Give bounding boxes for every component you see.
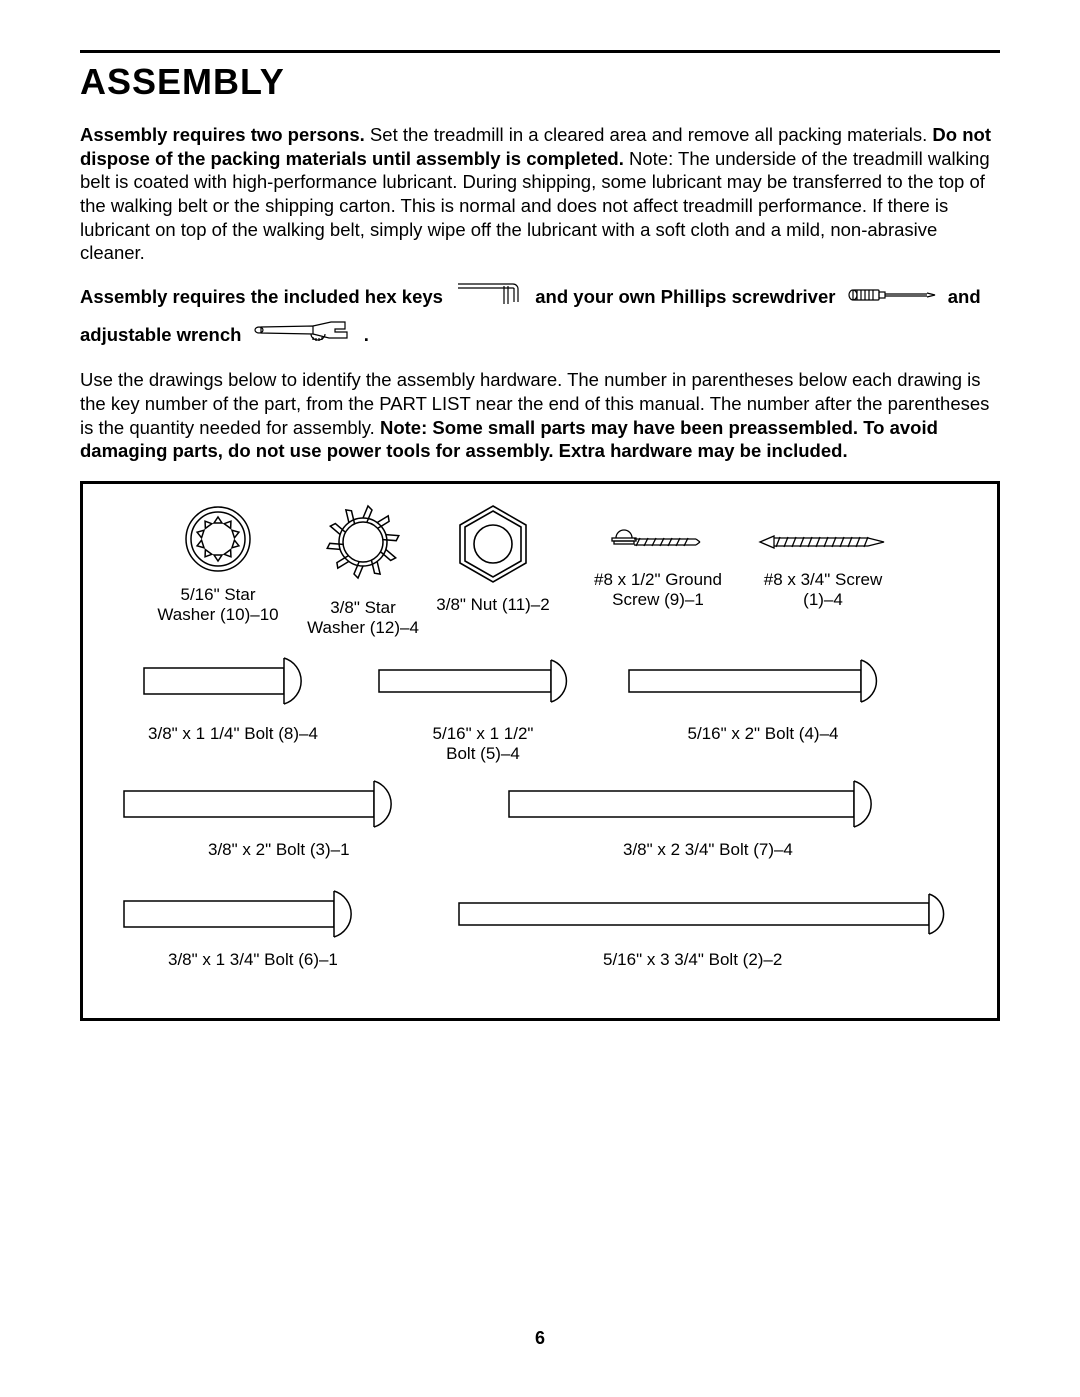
bolt-icon [623, 644, 903, 718]
hw-nut-38: 3/8" Nut (11)–2 [413, 499, 573, 615]
star-washer-internal-icon [178, 499, 258, 579]
hw-bolt-38-134: 3/8" x 1 3/4" Bolt (6)–1 [118, 884, 438, 970]
hex-nut-icon [448, 499, 538, 589]
top-rule [80, 50, 1000, 53]
hw-bolt-38-234: 3/8" x 2 3/4" Bolt (7)–4 [503, 774, 933, 860]
intro-lead: Assembly requires two persons. [80, 124, 365, 145]
hw-bolt-516-112: 5/16" x 1 1/2" Bolt (5)–4 [358, 644, 608, 765]
hw-label: Screw (9)–1 [573, 590, 743, 610]
wood-screw-icon [758, 524, 888, 564]
page-title: ASSEMBLY [80, 61, 1000, 103]
hw-label: 5/16" x 3 3/4" Bolt (2)–2 [453, 950, 983, 970]
hw-bolt-38-114: 3/8" x 1 1/4" Bolt (8)–4 [118, 644, 348, 744]
hw-screw-8-34: #8 x 3/4" Screw (1)–4 [733, 524, 913, 611]
bolt-icon [373, 644, 593, 718]
hw-label: 3/8" x 1 3/4" Bolt (6)–1 [118, 950, 438, 970]
bolt-icon [118, 884, 378, 944]
hw-bolt-516-2: 5/16" x 2" Bolt (4)–4 [613, 644, 913, 744]
hw-label: 5/16" x 2" Bolt (4)–4 [613, 724, 913, 744]
page-number: 6 [0, 1328, 1080, 1349]
bolt-icon [503, 774, 903, 834]
page-root: ASSEMBLY Assembly requires two persons. … [0, 0, 1080, 1397]
hw-star-washer-516: 5/16" Star Washer (10)–10 [138, 499, 298, 626]
hw-label: 3/8" x 1 1/4" Bolt (8)–4 [118, 724, 348, 744]
hw-label: Washer (10)–10 [138, 605, 298, 625]
phillips-screwdriver-icon [847, 281, 937, 316]
hw-bolt-38-2: 3/8" x 2" Bolt (3)–1 [118, 774, 468, 860]
hw-label: (1)–4 [733, 590, 913, 610]
tools-text-1: Assembly requires the included hex keys [80, 286, 443, 307]
hw-label: 3/8" x 2" Bolt (3)–1 [118, 840, 468, 860]
hardware-box: 5/16" Star Washer (10)–10 [80, 481, 1000, 1021]
hw-label: #8 x 1/2" Ground [573, 570, 743, 590]
hw-label: #8 x 3/4" Screw [733, 570, 913, 590]
hw-label: Bolt (5)–4 [358, 744, 608, 764]
adjustable-wrench-icon [253, 317, 353, 354]
star-washer-external-icon [313, 492, 413, 592]
tools-text-2: and your own Phillips screwdriver [535, 286, 835, 307]
tools-paragraph: Assembly requires the included hex keys … [80, 279, 1000, 354]
hw-label: 3/8" Nut (11)–2 [413, 595, 573, 615]
bolt-icon [118, 774, 418, 834]
hw-bolt-516-334: 5/16" x 3 3/4" Bolt (2)–2 [453, 884, 983, 970]
tools-period: . [364, 324, 369, 345]
hw-ground-screw: #8 x 1/2" Ground Screw (9)–1 [573, 524, 743, 611]
ground-screw-icon [608, 524, 708, 564]
hw-label: 3/8" x 2 3/4" Bolt (7)–4 [503, 840, 933, 860]
hw-label: Washer (12)–4 [283, 618, 443, 638]
bolt-icon [453, 884, 973, 944]
bolt-icon [138, 644, 328, 718]
hw-label: 5/16" Star [138, 585, 298, 605]
hex-keys-icon [454, 280, 524, 317]
intro-paragraph: Assembly requires two persons. Set the t… [80, 123, 1000, 265]
intro-mid: Set the treadmill in a cleared area and … [365, 124, 933, 145]
hw-label: 5/16" x 1 1/2" [358, 724, 608, 744]
hardware-intro-paragraph: Use the drawings below to identify the a… [80, 368, 1000, 463]
